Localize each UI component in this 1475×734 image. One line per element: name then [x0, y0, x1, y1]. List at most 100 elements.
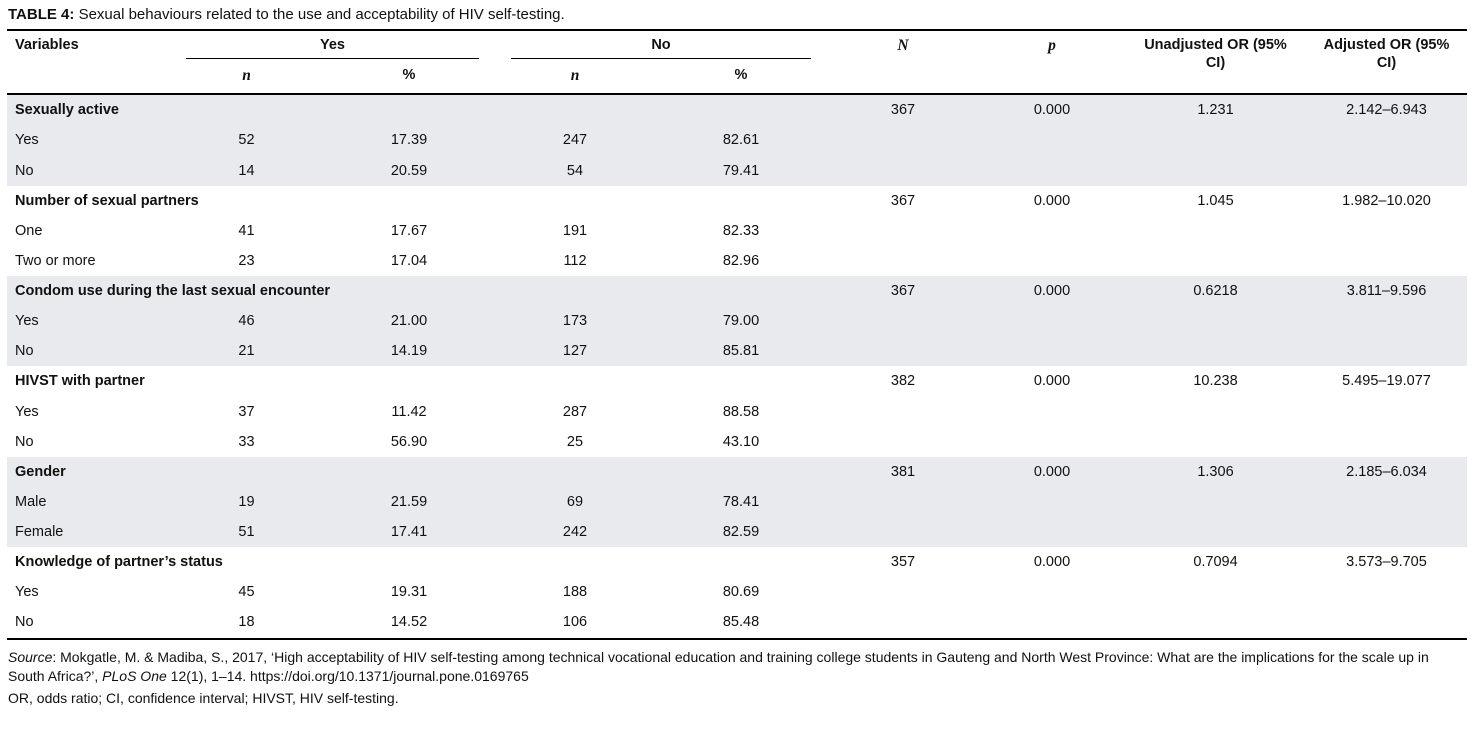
group-label: Number of sexual partners — [15, 192, 199, 209]
cell-empty — [1306, 125, 1467, 156]
table-body: Sexually active 367 0.000 1.231 2.142–6.943 Y… — [7, 94, 1467, 639]
cell-adjusted-or: 2.142–6.943 — [1306, 94, 1467, 126]
cell-N: 367 — [827, 276, 979, 307]
cell-unadjusted-or: 1.231 — [1125, 94, 1306, 126]
table-group-row: Condom use during the last sexual encoun… — [7, 276, 1467, 307]
subcol-no-n-label: n — [570, 66, 580, 84]
cell-no-pct: 79.00 — [655, 306, 827, 337]
cell-empty — [1125, 517, 1306, 548]
cell-empty — [1306, 336, 1467, 367]
table-row: Two or more 23 17.04 112 82.96 — [7, 246, 1467, 276]
row-label: Yes — [7, 125, 170, 156]
cell-yes-n: 41 — [238, 222, 255, 239]
col-adjusted-or: Adjusted OR (95% CI) — [1323, 36, 1450, 71]
cell-empty — [1306, 517, 1467, 548]
cell-empty — [1125, 125, 1306, 156]
cell-no-n: 188 — [562, 584, 588, 601]
cell-empty — [1125, 427, 1306, 457]
col-N: N — [827, 30, 979, 95]
cell-empty — [1306, 607, 1467, 638]
cell-empty — [827, 216, 979, 246]
cell-adjusted-or: 1.982–10.020 — [1342, 192, 1431, 209]
cell-empty — [1125, 577, 1306, 607]
cell-p: 0.000 — [979, 94, 1125, 126]
col-p-label: p — [1048, 36, 1056, 54]
table-row: Female 51 17.41 242 82.59 — [7, 517, 1467, 548]
table-title-label: TABLE 4: — [8, 6, 75, 23]
col-yes: Yes — [170, 30, 495, 62]
table-header: Variables Yes No N p Unadjusted OR (95% … — [7, 30, 1467, 95]
cell-yes-pct: 17.39 — [323, 125, 495, 156]
cell-no-pct: 78.41 — [655, 486, 827, 517]
cell-adjusted-or: 3.811–9.596 — [1306, 276, 1467, 307]
row-label: Two or more — [15, 252, 96, 269]
cell-yes-n: 18 — [238, 614, 255, 631]
source-label: Source — [8, 648, 53, 665]
row-label: Female — [7, 517, 170, 548]
cell-yes-pct: 20.59 — [323, 155, 495, 186]
row-label: Yes — [7, 306, 170, 337]
cell-yes-pct: 14.19 — [323, 336, 495, 367]
cell-yes-pct: 17.41 — [323, 517, 495, 548]
cell-yes-n: 14 — [170, 155, 323, 186]
table-group-row: Gender 381 0.000 1.306 2.185–6.034 — [7, 456, 1467, 487]
cell-yes-pct: 14.52 — [390, 614, 428, 631]
table-group-row: Knowledge of partner’s status 357 0.000 0.7… — [7, 547, 1467, 577]
cell-empty — [827, 306, 979, 337]
cell-empty — [827, 397, 979, 427]
cell-empty — [827, 427, 979, 457]
cell-yes-n: 46 — [170, 306, 323, 337]
cell-empty — [979, 155, 1125, 186]
table-row: Yes 45 19.31 188 80.69 — [7, 577, 1467, 607]
table-row: No 14 20.59 54 79.41 — [7, 155, 1467, 186]
cell-yes-pct: 19.31 — [390, 584, 428, 601]
cell-no-n: 54 — [495, 155, 655, 186]
cell-yes-pct: 21.59 — [323, 486, 495, 517]
cell-empty — [1306, 486, 1467, 517]
col-no: No — [495, 30, 827, 62]
cell-no-n: 247 — [495, 125, 655, 156]
cell-yes-n: 51 — [170, 517, 323, 548]
cell-yes-pct: 17.04 — [390, 252, 428, 269]
cell-yes-n: 45 — [238, 584, 255, 601]
cell-empty — [827, 607, 979, 638]
col-no-label: No — [511, 36, 811, 59]
cell-empty — [979, 125, 1125, 156]
cell-p: 0.000 — [1033, 192, 1071, 209]
cell-p: 0.000 — [979, 456, 1125, 487]
cell-empty — [1125, 486, 1306, 517]
cell-empty — [1306, 577, 1467, 607]
col-yes-label: Yes — [186, 36, 479, 59]
table-row: Yes 46 21.00 173 79.00 — [7, 306, 1467, 337]
cell-no-pct: 88.58 — [722, 403, 760, 420]
cell-empty — [1125, 216, 1306, 246]
cell-empty — [979, 397, 1125, 427]
row-label: Male — [7, 486, 170, 517]
cell-empty — [979, 607, 1125, 638]
cell-empty — [1125, 607, 1306, 638]
row-label: No — [15, 433, 34, 450]
table-title-text: Sexual behaviours related to the use and… — [78, 6, 565, 23]
subcol-yes-pct: % — [402, 66, 416, 83]
cell-no-n: 106 — [562, 614, 588, 631]
cell-N: 381 — [827, 456, 979, 487]
cell-unadjusted-or: 10.238 — [1193, 373, 1238, 390]
source-body: : Mokgatle, M. & Madiba, S., 2017, ‘High… — [8, 648, 1429, 684]
cell-no-n: 287 — [562, 403, 588, 420]
table-row: No 18 14.52 106 85.48 — [7, 607, 1467, 638]
cell-no-pct: 43.10 — [722, 433, 760, 450]
cell-yes-n: 52 — [170, 125, 323, 156]
cell-empty — [827, 517, 979, 548]
cell-empty — [827, 577, 979, 607]
table-row: One 41 17.67 191 82.33 — [7, 216, 1467, 246]
cell-adjusted-or: 3.573–9.705 — [1346, 554, 1427, 571]
cell-no-pct: 85.48 — [722, 614, 760, 631]
cell-N: 382 — [890, 373, 916, 390]
cell-empty — [1306, 246, 1467, 276]
table-row: No 21 14.19 127 85.81 — [7, 336, 1467, 367]
row-label: No — [15, 614, 34, 631]
cell-no-n: 112 — [563, 252, 587, 269]
table-title: TABLE 4: Sexual behaviours related to th… — [7, 5, 1467, 29]
cell-empty — [827, 246, 979, 276]
cell-empty — [1306, 427, 1467, 457]
